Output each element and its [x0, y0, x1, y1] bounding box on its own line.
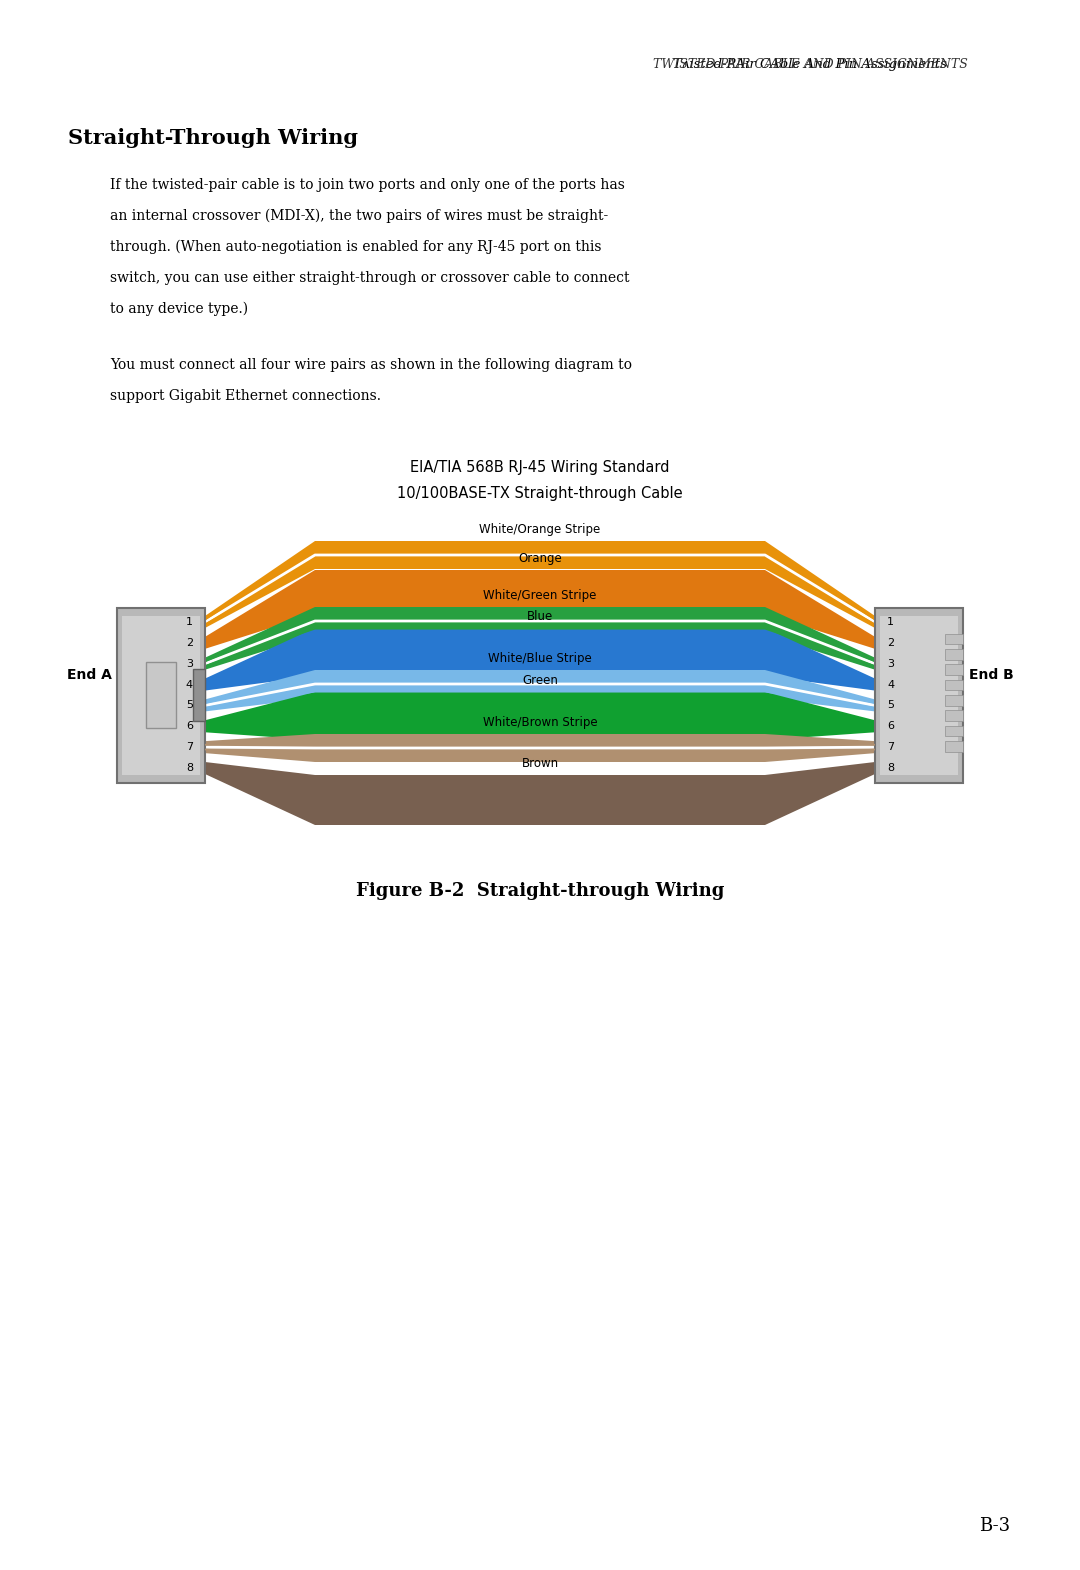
Bar — [880, 615, 958, 774]
Polygon shape — [205, 670, 875, 711]
Text: 4: 4 — [186, 680, 193, 689]
Text: End B: End B — [969, 667, 1013, 681]
Bar — [945, 664, 963, 675]
Text: You must connect all four wire pairs as shown in the following diagram to: You must connect all four wire pairs as … — [110, 358, 632, 372]
Text: Figure B-2  Straight-through Wiring: Figure B-2 Straight-through Wiring — [355, 882, 725, 900]
Bar — [945, 741, 963, 752]
Text: White/Blue Stripe: White/Blue Stripe — [488, 652, 592, 666]
Text: 1: 1 — [887, 617, 894, 626]
Text: 8: 8 — [186, 763, 193, 772]
Text: Straight-Through Wiring: Straight-Through Wiring — [68, 129, 357, 148]
Text: 6: 6 — [186, 721, 193, 732]
Text: through. (When auto-negotiation is enabled for any RJ-45 port on this: through. (When auto-negotiation is enabl… — [110, 240, 602, 254]
Polygon shape — [205, 608, 875, 670]
Bar — [117, 608, 205, 782]
Text: B-3: B-3 — [978, 1517, 1010, 1535]
Polygon shape — [205, 628, 875, 691]
Text: White/Orange Stripe: White/Orange Stripe — [480, 523, 600, 535]
Text: Green: Green — [522, 674, 558, 688]
Bar — [945, 725, 963, 736]
Text: 7: 7 — [887, 743, 894, 752]
Text: 2: 2 — [887, 637, 894, 648]
Text: to any device type.): to any device type.) — [110, 301, 248, 317]
Bar — [945, 680, 963, 691]
Text: 10/100BASE-TX Straight-through Cable: 10/100BASE-TX Straight-through Cable — [397, 487, 683, 501]
Polygon shape — [205, 542, 875, 628]
Bar — [122, 615, 200, 774]
Text: End A: End A — [67, 667, 111, 681]
Text: 3: 3 — [887, 659, 894, 669]
Bar — [945, 696, 963, 706]
Bar — [945, 648, 963, 659]
Text: Blue: Blue — [527, 611, 553, 623]
Polygon shape — [205, 761, 875, 824]
Text: 1: 1 — [186, 617, 193, 626]
Polygon shape — [205, 735, 875, 761]
Text: 5: 5 — [186, 700, 193, 711]
Text: Orange: Orange — [518, 553, 562, 565]
Bar — [945, 634, 963, 644]
Text: 8: 8 — [887, 763, 894, 772]
Text: 4: 4 — [887, 680, 894, 689]
Text: support Gigabit Ethernet connections.: support Gigabit Ethernet connections. — [110, 389, 381, 403]
Bar — [146, 661, 176, 728]
Text: EIA/TIA 568B RJ-45 Wiring Standard: EIA/TIA 568B RJ-45 Wiring Standard — [410, 460, 670, 476]
Text: TWISTED-PAIR CABLE AND PIN ASSIGNMENTS: TWISTED-PAIR CABLE AND PIN ASSIGNMENTS — [652, 58, 968, 71]
Text: switch, you can use either straight-through or crossover cable to connect: switch, you can use either straight-thro… — [110, 272, 630, 286]
Text: 2: 2 — [186, 637, 193, 648]
Text: White/Brown Stripe: White/Brown Stripe — [483, 716, 597, 728]
Bar — [945, 710, 963, 721]
Text: White/Green Stripe: White/Green Stripe — [484, 589, 596, 601]
Text: Brown: Brown — [522, 757, 558, 769]
Text: If the twisted-pair cable is to join two ports and only one of the ports has: If the twisted-pair cable is to join two… — [110, 177, 625, 192]
Bar — [193, 669, 205, 721]
Bar — [875, 608, 963, 782]
Text: 7: 7 — [186, 743, 193, 752]
Text: 5: 5 — [887, 700, 894, 711]
Text: Tʌisted-PΑir CΑble Αnd Pin Αssignments: Tʌisted-PΑir CΑble Αnd Pin Αssignments — [673, 58, 947, 71]
Polygon shape — [205, 570, 875, 648]
Polygon shape — [205, 692, 875, 739]
Text: an internal crossover (MDI-X), the two pairs of wires must be straight-: an internal crossover (MDI-X), the two p… — [110, 209, 608, 223]
Text: 3: 3 — [186, 659, 193, 669]
Text: 6: 6 — [887, 721, 894, 732]
